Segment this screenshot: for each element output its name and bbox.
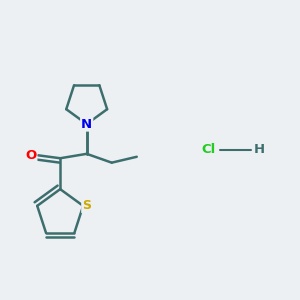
Text: O: O [25,149,36,162]
Text: N: N [81,118,92,130]
Text: H: H [254,143,265,157]
Text: Cl: Cl [202,143,216,157]
Text: S: S [82,199,91,212]
